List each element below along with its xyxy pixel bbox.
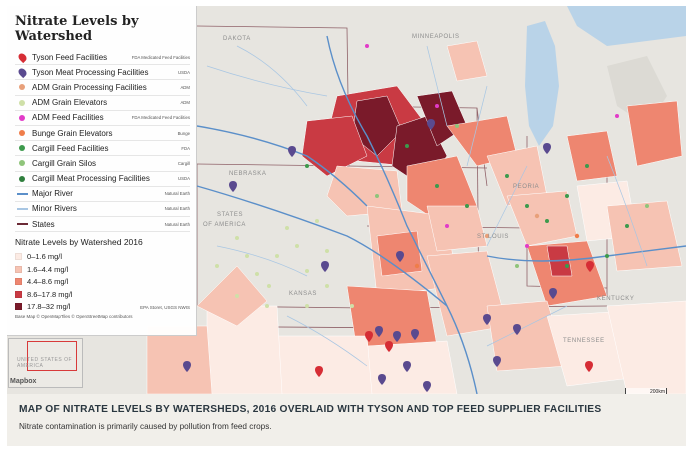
- lake-superior: [567, 6, 686, 46]
- scale-row-label: 17.8–32 mg/l: [27, 302, 71, 312]
- legend-row: Major River Natural Earth: [15, 187, 190, 202]
- facility-dots: [215, 44, 649, 308]
- legend-row-source: Bunge: [177, 130, 190, 136]
- circle-icon: [15, 84, 29, 91]
- inset-extent-box: [27, 341, 77, 371]
- basemap-credit: Base Map © OpenMapTiles © OpenStreetMap …: [15, 314, 133, 320]
- circle-icon: [15, 130, 29, 137]
- circle-icon: [15, 145, 29, 152]
- legend-row-label: Tyson Feed Facilities: [32, 52, 108, 62]
- legend-row: ADM Feed Facilities FDA Medicated Feed Fa…: [15, 111, 190, 126]
- place-label-america: OF AMERICA: [203, 222, 247, 228]
- color-swatch: [15, 290, 22, 298]
- scale-source: EPA Storet, USGS NWIS: [140, 305, 190, 311]
- legend-row: Tyson Feed Facilities FDA Medicated Feed …: [15, 50, 190, 66]
- legend-row-source: ADM: [180, 84, 190, 90]
- scale-row-label: 8.6–17.8 mg/l: [27, 289, 73, 299]
- line-icon: [15, 207, 29, 210]
- legend-row-label: Cargill Meat Processing Facilities: [32, 174, 150, 184]
- map-pin-icon: [15, 66, 29, 78]
- facility-legend-list: Tyson Feed Facilities FDA Medicated Feed …: [15, 50, 190, 233]
- place-label-dakota: DAKOTA: [223, 36, 251, 42]
- watersheds: [146, 40, 686, 394]
- scale-row-label: 4.4–8.6 mg/l: [27, 277, 69, 287]
- legend-row-label: Cargill Feed Facilities: [32, 143, 109, 153]
- legend-row: Bunge Grain Elevators Bunge: [15, 126, 190, 142]
- nitrate-scale-list: 0–1.6 mg/l 1.6–4.4 mg/l 4.4–8.6 mg/l 8.6–17…: [15, 250, 190, 313]
- line-icon: [15, 223, 29, 226]
- caption-subtitle: Nitrate contamination is primarily cause…: [19, 422, 272, 431]
- map-scale-label: 200km: [650, 389, 666, 394]
- circle-icon: [15, 114, 29, 121]
- color-swatch: [15, 278, 22, 286]
- legend-row-label: Minor Rivers: [32, 204, 77, 214]
- place-label-stlouis: ST LOUIS: [477, 234, 510, 240]
- legend-row: Cargill Feed Facilities FDA: [15, 141, 190, 157]
- mapbox-logo[interactable]: Mapbox: [10, 378, 37, 385]
- circle-icon: [15, 99, 29, 106]
- major-rivers: [196, 35, 686, 394]
- circle-icon: [15, 160, 29, 167]
- legend-row-source: FDA Medicated Feed Facilities: [131, 54, 190, 60]
- caption-title: MAP OF NITRATE LEVELS BY WATERSHEDS, 201…: [19, 404, 602, 415]
- legend-row-label: Cargill Grain Silos: [32, 158, 97, 168]
- legend-row-label: States: [32, 219, 55, 229]
- legend-row-label: ADM Grain Processing Facilities: [32, 82, 147, 92]
- scale-row: 0–1.6 mg/l: [15, 250, 190, 263]
- legend-row: ADM Grain Elevators ADM: [15, 96, 190, 111]
- legend-row-source: FDA: [181, 145, 190, 151]
- figure-caption: MAP OF NITRATE LEVELS BY WATERSHEDS, 201…: [7, 394, 686, 446]
- legend-row-source: Cargill: [177, 160, 190, 166]
- legend-row: Minor Rivers Natural Earth: [15, 202, 190, 218]
- circle-icon: [15, 175, 29, 182]
- place-label-kentucky: KENTUCKY: [597, 296, 635, 302]
- facility-pins: [183, 119, 594, 392]
- scale-title: Nitrate Levels by Watershed 2016: [15, 237, 143, 248]
- color-swatch: [15, 265, 22, 273]
- place-label-minneapolis: MINNEAPOLIS: [412, 34, 460, 40]
- legend-row-label: Tyson Meat Processing Facilities: [32, 67, 149, 77]
- legend-row-label: Major River: [32, 189, 73, 199]
- overview-inset-map[interactable]: UNITED STATES OF AMERICA: [8, 338, 83, 388]
- legend-row-source: Natural Earth: [164, 221, 190, 227]
- place-label-tennessee: TENNESSEE: [563, 338, 605, 344]
- scale-row: 17.8–32 mg/l: [15, 301, 190, 314]
- inset-label: UNITED STATES OF AMERICA: [17, 357, 73, 369]
- color-swatch: [15, 303, 22, 311]
- legend-row: Cargill Meat Processing Facilities USDA: [15, 172, 190, 187]
- place-label-nebraska: NEBRASKA: [229, 171, 267, 177]
- legend-row: Cargill Grain Silos Cargill: [15, 156, 190, 172]
- legend-row-source: Natural Earth: [164, 191, 190, 197]
- legend-row-source: USDA: [178, 69, 190, 75]
- legend-row-source: ADM: [180, 100, 190, 106]
- lake-michigan: [525, 21, 559, 146]
- legend-row-label: ADM Grain Elevators: [32, 98, 108, 108]
- place-label-kansas: KANSAS: [289, 291, 317, 297]
- minor-rivers: [206, 45, 648, 367]
- map-scale-bar: [625, 388, 667, 394]
- line-icon: [15, 192, 29, 195]
- scale-row-label: 1.6–4.4 mg/l: [27, 264, 69, 274]
- legend-row-source: USDA: [178, 176, 190, 182]
- legend-row: States Natural Earth: [15, 217, 190, 233]
- legend-row-source: FDA Medicated Feed Facilities: [131, 115, 190, 121]
- map-legend: Nitrate Levels by Watershed Tyson Feed F…: [7, 6, 197, 336]
- legend-row-source: Natural Earth: [164, 206, 190, 212]
- place-label-states: STATES: [217, 212, 244, 218]
- scale-row: 8.6–17.8 mg/l: [15, 288, 190, 301]
- color-swatch: [15, 253, 22, 261]
- legend-row: ADM Grain Processing Facilities ADM: [15, 80, 190, 96]
- scale-row: 4.4–8.6 mg/l: [15, 275, 190, 288]
- scale-row: 1.6–4.4 mg/l: [15, 263, 190, 276]
- legend-row-label: Bunge Grain Elevators: [32, 128, 113, 138]
- legend-title: Nitrate Levels by Watershed: [15, 14, 139, 44]
- legend-row-label: ADM Feed Facilities: [32, 113, 104, 123]
- map-pin-icon: [15, 51, 29, 63]
- legend-row: Tyson Meat Processing Facilities USDA: [15, 65, 190, 81]
- scale-row-label: 0–1.6 mg/l: [27, 252, 63, 262]
- place-label-peoria: PEORIA: [513, 184, 540, 190]
